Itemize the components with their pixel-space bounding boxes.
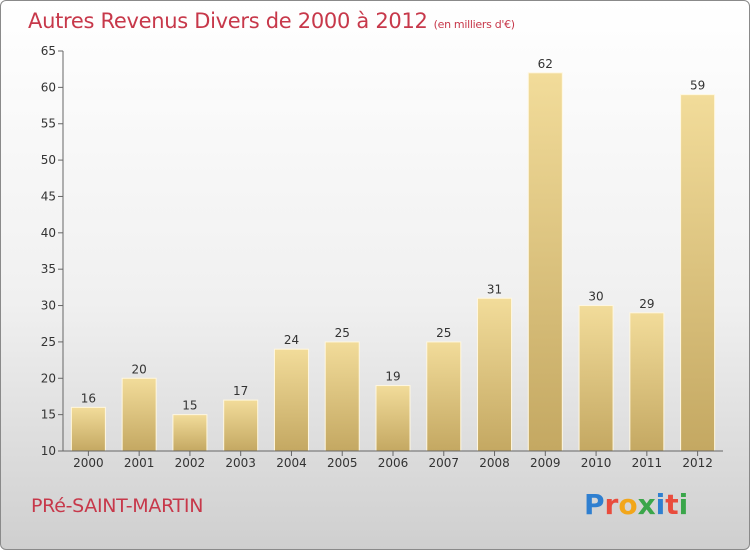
bar-2006 bbox=[375, 385, 411, 452]
chart-unit: (en milliers d'€) bbox=[433, 18, 515, 31]
bar-2009 bbox=[527, 72, 563, 452]
bar-2011 bbox=[629, 312, 665, 452]
x-tick-label: 2004 bbox=[276, 456, 307, 470]
x-tick-label: 2005 bbox=[327, 456, 358, 470]
city-name: PRé-SAINT-MARTIN bbox=[31, 495, 204, 517]
x-axis: 2000 2001 2002 2003 2004 2005 2006 2007 2008 2009… bbox=[63, 450, 723, 470]
bar-value-label: 20 bbox=[132, 362, 147, 376]
y-tick-label: 45 bbox=[41, 189, 56, 203]
bar-2003 bbox=[223, 399, 259, 452]
y-tick-label: 25 bbox=[41, 335, 56, 349]
bar-value-label: 25 bbox=[436, 326, 451, 340]
y-tick-label: 50 bbox=[41, 153, 56, 167]
x-tick-label: 2007 bbox=[428, 456, 459, 470]
chart-title-text: Autres Revenus Divers de 2000 à 2012 bbox=[28, 9, 428, 33]
bar-2001 bbox=[121, 377, 157, 452]
bar-value-label: 19 bbox=[385, 370, 400, 384]
bar-2002 bbox=[172, 414, 208, 452]
logo-letter: i bbox=[655, 488, 666, 521]
x-tick-label: 2006 bbox=[378, 456, 409, 470]
x-tick-label: 2000 bbox=[73, 456, 104, 470]
y-tick-label: 55 bbox=[41, 117, 56, 131]
y-tick-label: 65 bbox=[41, 44, 56, 58]
bar-2004 bbox=[273, 348, 309, 452]
y-tick-label: 15 bbox=[41, 408, 56, 422]
bar-value-label: 24 bbox=[284, 333, 299, 347]
x-tick-label: 2010 bbox=[581, 456, 612, 470]
bar-value-label: 15 bbox=[182, 399, 197, 413]
x-tick-label: 2009 bbox=[530, 456, 561, 470]
bar-2007 bbox=[426, 341, 462, 452]
bar-value-label: 30 bbox=[588, 290, 603, 304]
x-tick-label: 2011 bbox=[632, 456, 663, 470]
x-tick-label: 2002 bbox=[175, 456, 206, 470]
x-tick-label: 2003 bbox=[225, 456, 256, 470]
logo-letter: r bbox=[604, 488, 619, 521]
logo-letter: t bbox=[665, 488, 679, 521]
y-tick-label: 20 bbox=[41, 371, 56, 385]
bar-2012 bbox=[680, 94, 716, 452]
bar-value-label: 16 bbox=[81, 391, 96, 405]
bars: 16 20 15 17 24 25 19 25 31 62 30 29 59 bbox=[70, 57, 716, 452]
bar-2008 bbox=[477, 297, 513, 452]
x-tick-label: 2001 bbox=[124, 456, 155, 470]
proxiti-logo: Proxiti bbox=[584, 488, 688, 521]
logo-letter: i bbox=[678, 488, 689, 521]
y-tick-label: 30 bbox=[41, 299, 56, 313]
logo-letter: o bbox=[618, 488, 638, 521]
chart-title: Autres Revenus Divers de 2000 à 2012 (en … bbox=[28, 9, 515, 33]
bar-value-label: 25 bbox=[335, 326, 350, 340]
bar-value-label: 29 bbox=[639, 297, 654, 311]
bar-value-label: 62 bbox=[538, 57, 553, 71]
y-tick-label: 60 bbox=[41, 80, 56, 94]
x-tick-label: 2008 bbox=[479, 456, 510, 470]
bar-value-label: 31 bbox=[487, 282, 502, 296]
bar-2000 bbox=[70, 406, 106, 452]
logo-letter: P bbox=[584, 488, 605, 521]
y-tick-label: 35 bbox=[41, 262, 56, 276]
bar-2010 bbox=[578, 305, 614, 452]
bar-2005 bbox=[324, 341, 360, 452]
x-tick-label: 2012 bbox=[682, 456, 713, 470]
logo-letter: x bbox=[637, 488, 656, 521]
bar-value-label: 59 bbox=[690, 79, 705, 93]
y-axis: 10 15 20 25 30 35 40 45 50 55 60 65 bbox=[41, 44, 64, 458]
bar-value-label: 17 bbox=[233, 384, 248, 398]
y-tick-label: 40 bbox=[41, 226, 56, 240]
y-tick-label: 10 bbox=[41, 444, 56, 458]
